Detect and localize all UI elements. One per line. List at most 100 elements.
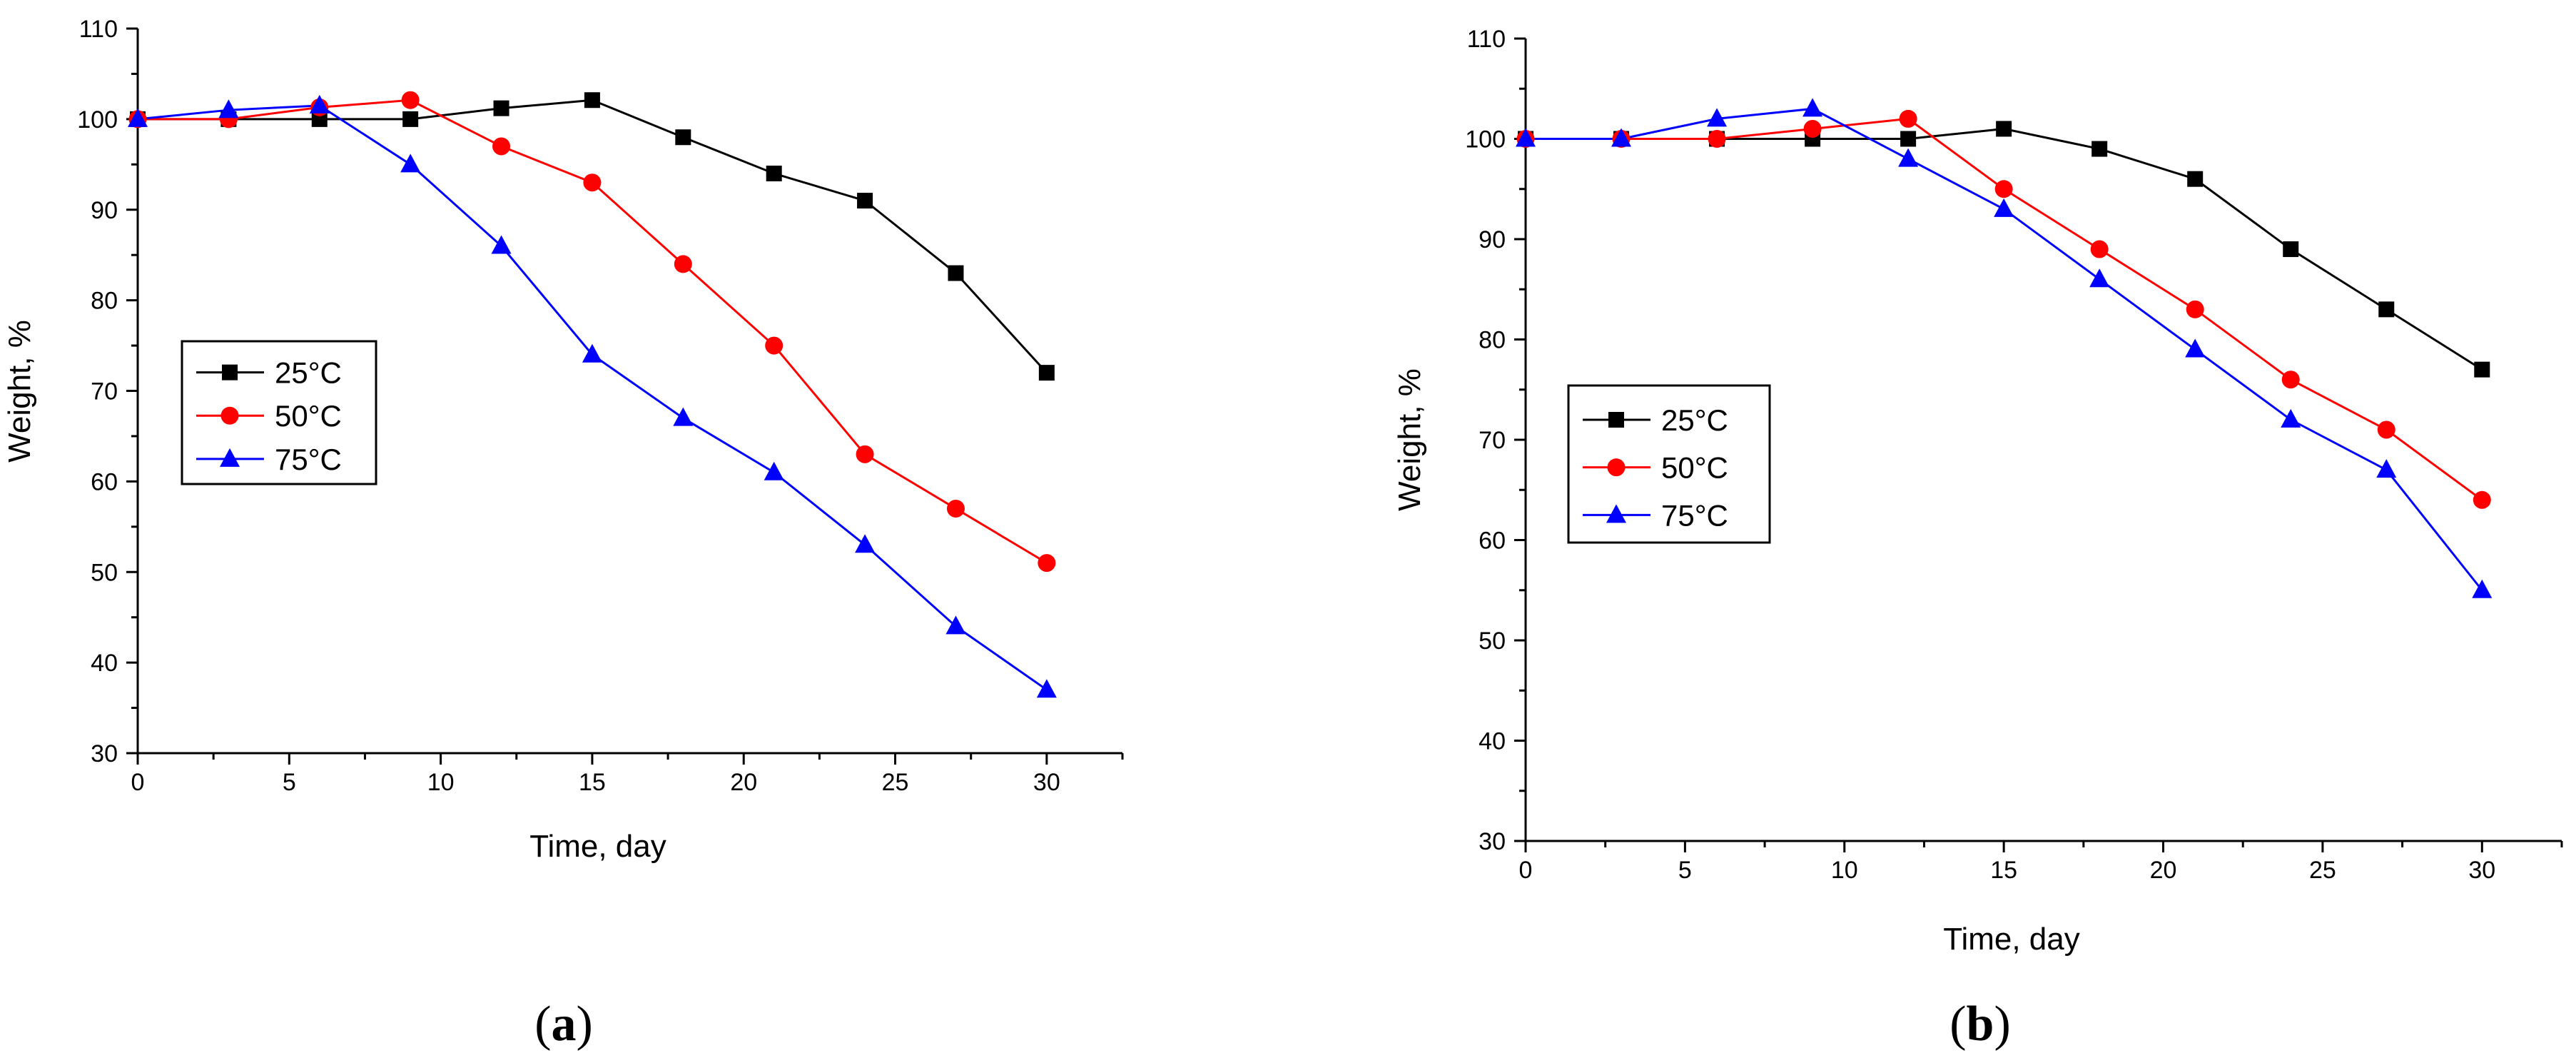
data-point	[1516, 128, 1536, 147]
legend-label: 25°C	[1661, 403, 1728, 437]
data-point	[2281, 371, 2300, 389]
chart-panel-a: 0 5 10 15 20 25 30 30 40 50 60 70 80 90 100 110 Time, da…	[2, 16, 1124, 864]
data-point	[2089, 268, 2110, 288]
data-point	[1899, 109, 1917, 128]
data-point	[584, 92, 600, 109]
data-point	[1611, 128, 1632, 147]
y-tick-label: 70	[1479, 427, 1506, 454]
data-point	[1898, 148, 1919, 167]
y-tick-label: 60	[91, 468, 118, 495]
panel-caption-b: (b)	[1949, 997, 2011, 1052]
x-tick-label: 5	[1678, 857, 1692, 884]
legend-entry: 50°C	[196, 399, 342, 433]
y-axis-title: Weight, %	[1392, 368, 1427, 511]
data-point	[1803, 119, 1822, 138]
data-point	[1802, 98, 1823, 117]
x-axis-title: Time, day	[1943, 922, 2080, 957]
y-tick-label: 80	[1479, 327, 1506, 354]
data-point	[2473, 490, 2491, 509]
data-point	[856, 445, 874, 463]
x-tick-label: 30	[2468, 857, 2495, 884]
data-point	[2091, 141, 2108, 157]
data-point	[1996, 121, 2012, 137]
data-point	[582, 343, 602, 363]
data-point	[2377, 420, 2395, 439]
data-point	[400, 153, 421, 173]
x-tick-label: 10	[1831, 857, 1858, 884]
legend: 25°C 50°C 75°C	[1567, 384, 1771, 544]
data-point	[2376, 459, 2397, 478]
data-point	[1038, 554, 1056, 573]
data-point	[2187, 171, 2204, 187]
data-point	[948, 265, 964, 281]
y-tick-label: 50	[1479, 628, 1506, 655]
data-point	[765, 336, 784, 355]
legend-entry: 75°C	[1583, 498, 1728, 532]
x-tick-label: 0	[131, 769, 145, 796]
legend-marker	[220, 406, 239, 425]
data-point	[309, 94, 330, 114]
series-line	[138, 99, 1048, 374]
data-point	[401, 91, 420, 109]
x-tick-label: 15	[579, 769, 606, 796]
panel-caption-a: (a)	[534, 997, 593, 1052]
legend: 25°C 50°C 75°C	[181, 340, 377, 485]
y-tick-label: 80	[91, 288, 118, 315]
x-tick-label: 30	[1033, 769, 1060, 796]
x-tick-label: 20	[730, 769, 757, 796]
data-point	[1994, 180, 2013, 198]
y-tick-label: 40	[91, 650, 118, 677]
legend-marker	[1606, 504, 1626, 523]
legend-box	[181, 340, 377, 485]
legend-entry: 50°C	[1583, 451, 1728, 485]
legend-marker	[1607, 458, 1626, 477]
x-tick-label: 25	[2309, 857, 2336, 884]
y-tick-label: 30	[91, 740, 118, 767]
data-point	[2185, 338, 2206, 358]
x-tick-label: 20	[2150, 857, 2177, 884]
x-tick-label: 0	[1519, 857, 1533, 884]
data-point	[1708, 130, 1726, 148]
data-point	[1994, 198, 2014, 217]
legend-entry: 25°C	[1583, 403, 1728, 437]
y-tick-label: 90	[91, 197, 118, 224]
legend-label: 75°C	[275, 443, 342, 476]
y-tick-label: 100	[1465, 126, 1506, 153]
data-point	[491, 235, 512, 254]
y-tick-label: 100	[77, 106, 118, 133]
panel-label-a: a	[551, 997, 577, 1052]
legend-label: 25°C	[275, 356, 342, 390]
data-point	[945, 615, 966, 635]
legend-box	[1567, 384, 1771, 544]
legend-entry: 25°C	[196, 356, 342, 390]
legend-entry: 75°C	[196, 443, 342, 476]
data-point	[492, 137, 511, 156]
data-point	[2474, 361, 2490, 378]
panel-label-b: b	[1966, 997, 1994, 1052]
y-tick-label: 60	[1479, 528, 1506, 555]
data-point	[2283, 241, 2299, 258]
data-point	[583, 173, 602, 192]
series-line	[138, 99, 1048, 564]
data-point	[218, 99, 239, 119]
legend-label: 50°C	[275, 399, 342, 433]
legend-label: 50°C	[1661, 451, 1728, 485]
data-point	[673, 407, 694, 426]
y-tick-label: 40	[1479, 728, 1506, 755]
legend-marker	[222, 364, 238, 381]
y-tick-label: 110	[1467, 26, 1506, 53]
data-point	[674, 255, 692, 273]
y-tick-label: 50	[91, 559, 118, 586]
data-point	[128, 108, 148, 127]
data-point	[1707, 108, 1728, 127]
legend-marker	[1608, 412, 1624, 428]
data-point	[493, 100, 509, 116]
data-point	[764, 461, 784, 480]
data-point	[675, 129, 691, 146]
x-tick-label: 25	[882, 769, 909, 796]
y-axis-title: Weight, %	[2, 320, 37, 463]
data-point	[2186, 300, 2204, 318]
chart-panel-b: 0 5 10 15 20 25 30 30 40 50 60 70 80 90 100 110 Time, da…	[1392, 26, 2563, 957]
data-point	[855, 534, 876, 553]
legend-label: 75°C	[1661, 498, 1728, 532]
